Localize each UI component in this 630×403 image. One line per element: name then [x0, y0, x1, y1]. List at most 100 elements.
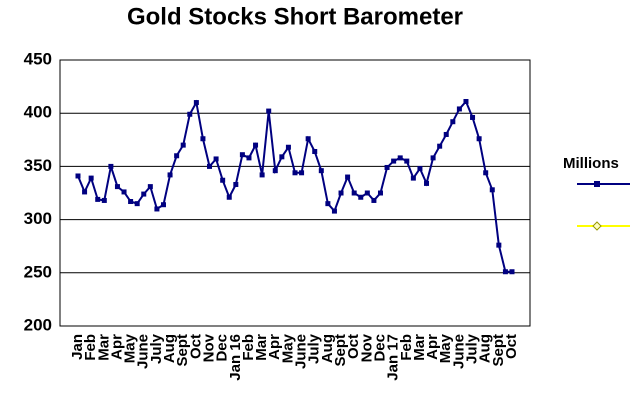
point: [463, 98, 469, 104]
point: [476, 136, 482, 142]
point: [220, 177, 226, 183]
point: [75, 173, 81, 179]
point: [128, 199, 134, 205]
point: [364, 190, 370, 196]
point: [305, 136, 311, 142]
x-tick-label: Mar: [95, 334, 112, 361]
point: [266, 108, 272, 114]
legend-marker: [594, 181, 600, 187]
chart-title: Gold Stocks Short Barometer: [127, 3, 463, 30]
point: [331, 208, 337, 214]
point: [82, 189, 88, 195]
x-tick-label: Sept: [490, 334, 507, 367]
point: [134, 201, 140, 207]
x-tick-label: Sept: [332, 334, 349, 367]
x-tick-label: May: [437, 333, 454, 363]
x-tick-label: May: [279, 333, 296, 363]
y-tick-label: 300: [24, 209, 52, 228]
point: [180, 142, 186, 148]
x-tick-label: Mar: [411, 334, 428, 361]
point: [160, 202, 166, 208]
x-tick-label: Feb: [398, 334, 415, 361]
point: [404, 158, 410, 164]
x-tick-label: July: [306, 333, 323, 364]
point: [318, 168, 324, 174]
point: [502, 269, 508, 275]
point: [285, 144, 291, 150]
x-tick-label: Apr: [424, 334, 441, 360]
y-tick-label: 400: [24, 103, 52, 122]
x-tick-label: Jan: [69, 334, 86, 360]
point: [121, 189, 127, 195]
x-tick-label: Nov: [200, 333, 217, 362]
point: [351, 190, 357, 196]
y-tick-label: 450: [24, 49, 52, 68]
y-tick-label: 250: [24, 262, 52, 281]
point: [154, 206, 160, 212]
point: [253, 142, 259, 148]
point: [489, 187, 495, 193]
point: [496, 242, 502, 248]
point: [424, 180, 430, 186]
point: [325, 201, 331, 207]
point: [437, 143, 443, 149]
point: [147, 184, 153, 190]
point: [483, 170, 489, 176]
point: [377, 190, 383, 196]
point: [299, 170, 305, 176]
point: [167, 172, 173, 178]
x-tick-label: Aug: [319, 334, 336, 363]
x-tick-label: June: [293, 334, 310, 369]
point: [114, 184, 120, 190]
point: [174, 153, 180, 159]
x-tick-label: Jan 16: [227, 334, 244, 381]
point: [410, 175, 416, 181]
point: [470, 114, 476, 120]
x-tick-label: May: [122, 333, 139, 363]
point: [187, 111, 193, 117]
x-tick-label: Oct: [345, 334, 362, 359]
point: [207, 163, 213, 169]
point: [88, 175, 94, 181]
y-tick-label: 350: [24, 156, 52, 175]
point: [226, 194, 232, 200]
point: [213, 156, 219, 162]
point: [141, 191, 147, 197]
point: [397, 155, 403, 161]
point: [338, 190, 344, 196]
point: [200, 136, 206, 142]
x-tick-label: July: [464, 333, 481, 364]
plot-border: [59, 59, 531, 327]
point: [292, 170, 298, 176]
point: [259, 172, 265, 178]
point: [246, 155, 252, 161]
x-tick-label: Dec: [214, 334, 231, 362]
legend-title: Millions: [563, 155, 619, 172]
point: [101, 197, 107, 203]
point: [312, 149, 318, 155]
point: [443, 131, 449, 137]
point: [272, 168, 278, 174]
point: [384, 164, 390, 170]
legend-marker: [592, 221, 602, 231]
series-line: [77, 99, 512, 273]
x-tick-label: July: [148, 333, 165, 364]
point: [108, 163, 114, 169]
x-tick-label: June: [450, 334, 467, 369]
point: [450, 119, 456, 125]
x-tick-label: Feb: [240, 334, 257, 361]
x-tick-label: Sept: [174, 334, 191, 367]
x-tick-label: Dec: [371, 334, 388, 362]
x-tick-label: Oct: [503, 334, 520, 359]
point: [509, 269, 515, 275]
point: [95, 196, 101, 202]
point: [358, 194, 364, 200]
point: [239, 152, 245, 158]
point: [233, 181, 239, 187]
point: [391, 158, 397, 164]
point: [193, 100, 199, 106]
point: [371, 197, 377, 203]
x-tick-label: Jan 17: [385, 334, 402, 381]
x-tick-label: Apr: [108, 334, 125, 360]
